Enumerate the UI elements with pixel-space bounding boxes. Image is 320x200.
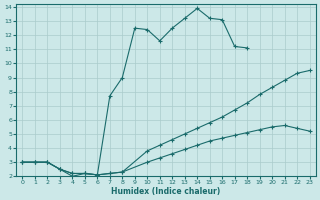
X-axis label: Humidex (Indice chaleur): Humidex (Indice chaleur)	[111, 187, 221, 196]
